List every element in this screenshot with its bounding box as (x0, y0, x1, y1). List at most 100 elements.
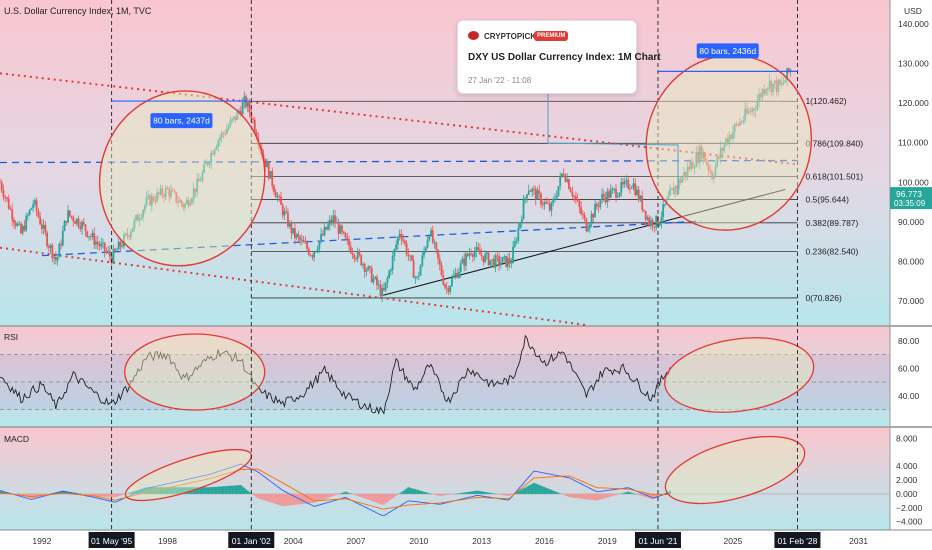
macd-histogram-bar (613, 493, 616, 496)
macd-pane-bg (0, 428, 890, 530)
candle-body (583, 214, 586, 219)
bull-run-ellipse (98, 90, 266, 267)
macd-histogram-bar (625, 492, 628, 494)
macd-histogram-bar (346, 492, 349, 494)
candle-body (667, 195, 670, 199)
macd-histogram-bar (643, 493, 645, 497)
idea-title[interactable]: DXY US Dollar Currency Index: 1M Chart (468, 52, 661, 63)
candle-body (492, 259, 495, 268)
candle-body (231, 119, 233, 121)
macd-histogram-bar (255, 493, 258, 498)
candle-body (177, 201, 179, 203)
candle-body (503, 256, 506, 258)
macd-histogram-bar (599, 493, 602, 500)
candle-body (403, 240, 406, 244)
macd-histogram-bar (173, 487, 176, 494)
macd-histogram-bar (409, 487, 411, 494)
candle-body (472, 254, 474, 257)
macd-histogram-bar (454, 493, 457, 495)
idea-date: 27 Jan '22 · 11:08 (468, 76, 532, 85)
macd-histogram-bar (400, 492, 403, 494)
projection-candle-body (726, 138, 729, 143)
candle-body (157, 192, 160, 195)
macd-histogram-bar (318, 493, 321, 501)
macd-histogram-bar (485, 492, 488, 494)
candle-body (557, 186, 560, 196)
macd-histogram-bar (330, 493, 333, 497)
candle-body (428, 235, 431, 241)
candle-body (440, 264, 443, 276)
candle-body (506, 258, 509, 267)
macd-histogram-bar (653, 493, 656, 499)
macd-histogram-bar (426, 492, 429, 494)
macd-histogram-bar (297, 493, 300, 505)
candle-body (215, 146, 218, 150)
time-tick-label: 2019 (598, 536, 617, 546)
macd-histogram-bar (98, 493, 101, 497)
candle-body (91, 233, 94, 237)
macd-histogram-bar (370, 493, 373, 501)
idea-card[interactable]: CRYPTOPICKK PREMIUM DXY US Dollar Curren… (457, 20, 661, 94)
candle-body (320, 233, 322, 242)
candle-body (409, 255, 411, 257)
candle-body (400, 233, 403, 240)
candle-body (225, 129, 228, 134)
macd-histogram-bar (466, 492, 469, 494)
candle-body (212, 153, 214, 155)
macd-histogram-bar (321, 493, 324, 500)
macd-histogram-bar (663, 493, 666, 494)
candle-body (587, 228, 589, 232)
macd-histogram-bar (465, 492, 467, 494)
candle-body (236, 111, 239, 120)
projection-candle-body (779, 79, 781, 85)
macd-histogram-bar (379, 493, 382, 505)
price-tick-label: 100.000 (898, 177, 929, 187)
candle-body (152, 196, 155, 202)
macd-histogram-bar (102, 493, 104, 497)
macd-histogram-bar (149, 487, 151, 494)
macd-histogram-bar (622, 493, 624, 494)
bar-measure-badge (150, 113, 213, 129)
candle-body (307, 248, 310, 255)
candle-body (643, 209, 645, 211)
bar-measure-label: 80 bars, 2437d (153, 116, 210, 126)
time-tick-label: 2025 (723, 536, 742, 546)
projection-candle-body (756, 101, 759, 110)
candle-body (131, 228, 134, 233)
candle-body (571, 192, 574, 197)
price-badge-value: 96.773 (896, 189, 922, 199)
candle-body (140, 217, 143, 219)
candle-body (208, 163, 211, 165)
candle-body (79, 226, 82, 230)
macd-histogram-bar (213, 486, 216, 494)
date-marker-label: 01 Jan '02 (232, 536, 271, 546)
macd-line (0, 463, 671, 517)
candle-body (109, 250, 111, 257)
macd-histogram-bar (229, 485, 232, 494)
candle-body (16, 223, 19, 226)
macd-histogram-bar (602, 493, 605, 499)
candle-body (248, 102, 251, 113)
macd-histogram-bar (620, 493, 623, 495)
macd-histogram-bar (109, 493, 111, 497)
candle-body (360, 254, 363, 266)
candle-body (550, 202, 553, 211)
candle-body (335, 222, 338, 224)
candle-body (253, 119, 256, 133)
bar-measure-badge (696, 43, 759, 59)
macd-histogram-bar (510, 493, 513, 495)
candle-body (323, 227, 326, 236)
candle-body (536, 190, 539, 200)
macd-histogram-bar (276, 493, 279, 505)
candle-body (588, 224, 591, 229)
candle-body (606, 191, 609, 203)
macd-histogram-bar (386, 493, 389, 503)
projection-candle-body (752, 108, 755, 111)
candle-body (147, 195, 150, 198)
author-name[interactable]: CRYPTOPICKK (484, 32, 542, 41)
macd-histogram-bar (40, 493, 43, 496)
date-marker-badge (774, 532, 821, 548)
time-tick-label: 2031 (849, 536, 868, 546)
candle-body (470, 253, 473, 255)
projection-candle-body (719, 148, 722, 159)
